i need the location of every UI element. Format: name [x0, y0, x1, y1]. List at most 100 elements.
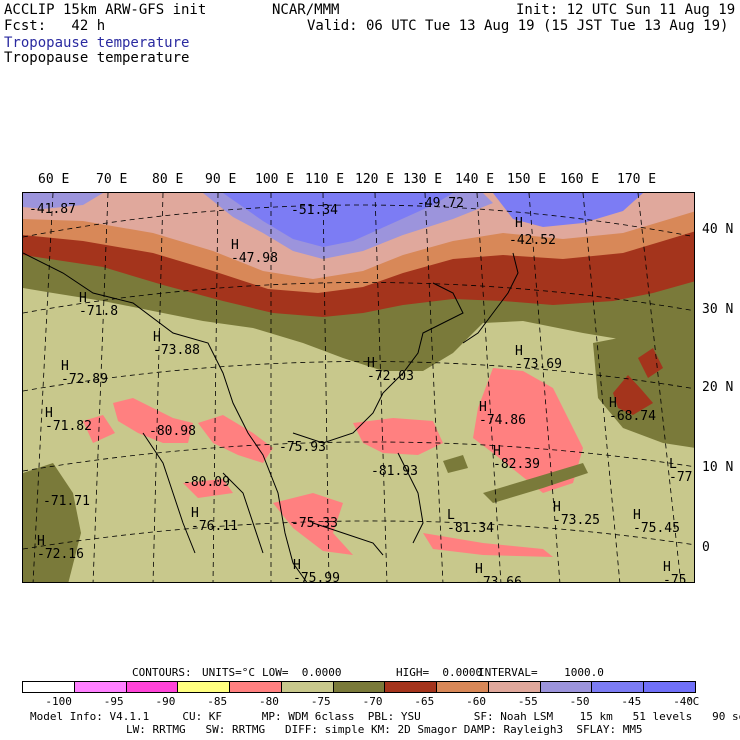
extremum-value: -71.8: [79, 304, 119, 319]
extremum-value: -80.98: [149, 424, 196, 439]
extremum-label: -42.52: [509, 234, 556, 247]
extremum-value: -41.87: [29, 202, 76, 217]
valid-time: Valid: 06 UTC Tue 13 Aug 19 (15 JST Tue …: [307, 18, 729, 34]
coastline: [397, 452, 424, 544]
field-fill-salmon: [113, 398, 193, 443]
meridian: [528, 193, 561, 582]
lon-label: 130 E: [403, 172, 443, 187]
extremum-value: -81.34: [447, 521, 494, 536]
contour-low: LOW= 0.0000: [262, 666, 342, 679]
extremum-value: -71.82: [45, 419, 92, 434]
extremum-value: -72.16: [37, 547, 84, 562]
extremum-label: -51.34: [291, 204, 338, 217]
field-fill-red-spot: [613, 375, 653, 415]
colorbar-swatch: [643, 681, 696, 693]
meridian: [582, 193, 621, 582]
extremum-type: H: [367, 356, 375, 371]
field-fill-olive-streak: [483, 463, 588, 503]
lon-label: 90 E: [205, 172, 237, 187]
lon-label: 140 E: [455, 172, 495, 187]
lon-label: 160 E: [560, 172, 600, 187]
extremum-label: H -75.99: [293, 559, 340, 582]
field-fill-purple-nw: [23, 193, 103, 209]
extremum-value: -42.52: [509, 233, 556, 248]
parallel: [23, 441, 694, 472]
field-label: Tropopause temperature: [4, 50, 190, 66]
extremum-label: H -72.03: [367, 357, 414, 383]
extremum-label: H -71.82: [45, 407, 92, 433]
extremum-value: -72.03: [367, 369, 414, 384]
field-fill-red-band: [23, 223, 694, 317]
meridian: [212, 193, 219, 582]
extremum-value: -73.66: [475, 575, 522, 583]
extremum-label: H -76.11: [191, 507, 238, 533]
forecast-hour: Fcst: 42 h: [4, 18, 106, 34]
colorbar-swatch: [332, 681, 386, 693]
lon-label: 150 E: [507, 172, 547, 187]
parallel: [23, 204, 694, 238]
colorbar-tick: -95: [103, 695, 124, 708]
colorbar-swatch: [73, 681, 127, 693]
meridian: [374, 193, 388, 582]
colorbar-tick: -100: [45, 695, 72, 708]
field-fill-salmon: [473, 368, 583, 493]
colorbar-tick: -60: [466, 695, 486, 708]
extremum-label: -75.93: [279, 441, 326, 454]
extremum-value: -73.25: [553, 513, 600, 528]
physics-info: LW: RRTMG SW: RRTMG DIFF: simple KM: 2D …: [126, 723, 643, 736]
colorbar-tick: -75: [310, 695, 331, 708]
extremum-type: H: [609, 396, 617, 411]
colorbar-swatch: [436, 681, 489, 693]
field-fill-orange-band: [23, 203, 694, 293]
colorbar-tick: -85: [207, 695, 228, 708]
colorbar-swatch: [591, 681, 645, 693]
extremum-type: H: [663, 560, 671, 575]
map-canvas: [23, 193, 694, 582]
colorbar-unit: °C: [686, 695, 700, 708]
lon-label: 70 E: [96, 172, 128, 187]
meridian: [476, 193, 502, 582]
lon-label: 170 E: [617, 172, 657, 187]
extremum-label: H -73.88: [153, 331, 200, 357]
extremum-label: -80.98: [149, 425, 196, 438]
extremum-value: -77: [669, 470, 693, 485]
extremum-value: -51.34: [291, 203, 338, 218]
extremum-value: -49.72: [417, 196, 464, 211]
model-info: Model Info: V4.1.1 CU: KF MP: WDM 6class…: [30, 710, 740, 723]
field-fill-salmon: [353, 418, 443, 455]
extremum-label: -41.87: [29, 203, 76, 216]
extremum-value: -82.39: [493, 457, 540, 472]
extremum-type: H: [475, 562, 483, 577]
lon-label: 120 E: [355, 172, 395, 187]
lat-label: 0: [702, 540, 710, 555]
extremum-type: H: [633, 508, 641, 523]
colorbar-tick: -65: [414, 695, 435, 708]
colorbar-swatch: [487, 681, 541, 693]
meridian: [637, 193, 682, 582]
coastline: [462, 252, 519, 344]
field-fill-blue-ne: [493, 193, 643, 227]
field-fill-salmon: [423, 533, 553, 557]
extremum-label: H: [515, 217, 523, 230]
field-label-blue: Tropopause temperature: [4, 35, 190, 51]
extremum-label: -75.33: [291, 517, 338, 530]
extremum-type: H: [79, 291, 87, 306]
lat-label: 30 N: [702, 302, 734, 317]
extremum-label: -81.93: [371, 465, 418, 478]
extremum-value: -75.93: [279, 440, 326, 455]
extremum-type: L: [669, 457, 677, 472]
extremum-label: H -74.86: [479, 401, 526, 427]
lon-label: 100 E: [255, 172, 295, 187]
colorbar-tick: -40: [673, 695, 694, 708]
contour-title: CONTOURS:: [132, 666, 192, 679]
extremum-label: H -73.25: [553, 501, 600, 527]
coastline: [23, 252, 308, 582]
extremum-label: H -73.66: [475, 562, 522, 583]
parallel: [23, 282, 694, 314]
colorbar-tick: -45: [621, 695, 642, 708]
lon-label: 60 E: [38, 172, 70, 187]
field-fill-salmon: [183, 479, 233, 498]
extremum-label: H -72.89: [61, 360, 108, 386]
field-fill-blue-core: [223, 193, 453, 247]
colorbar-swatch: [229, 681, 282, 693]
